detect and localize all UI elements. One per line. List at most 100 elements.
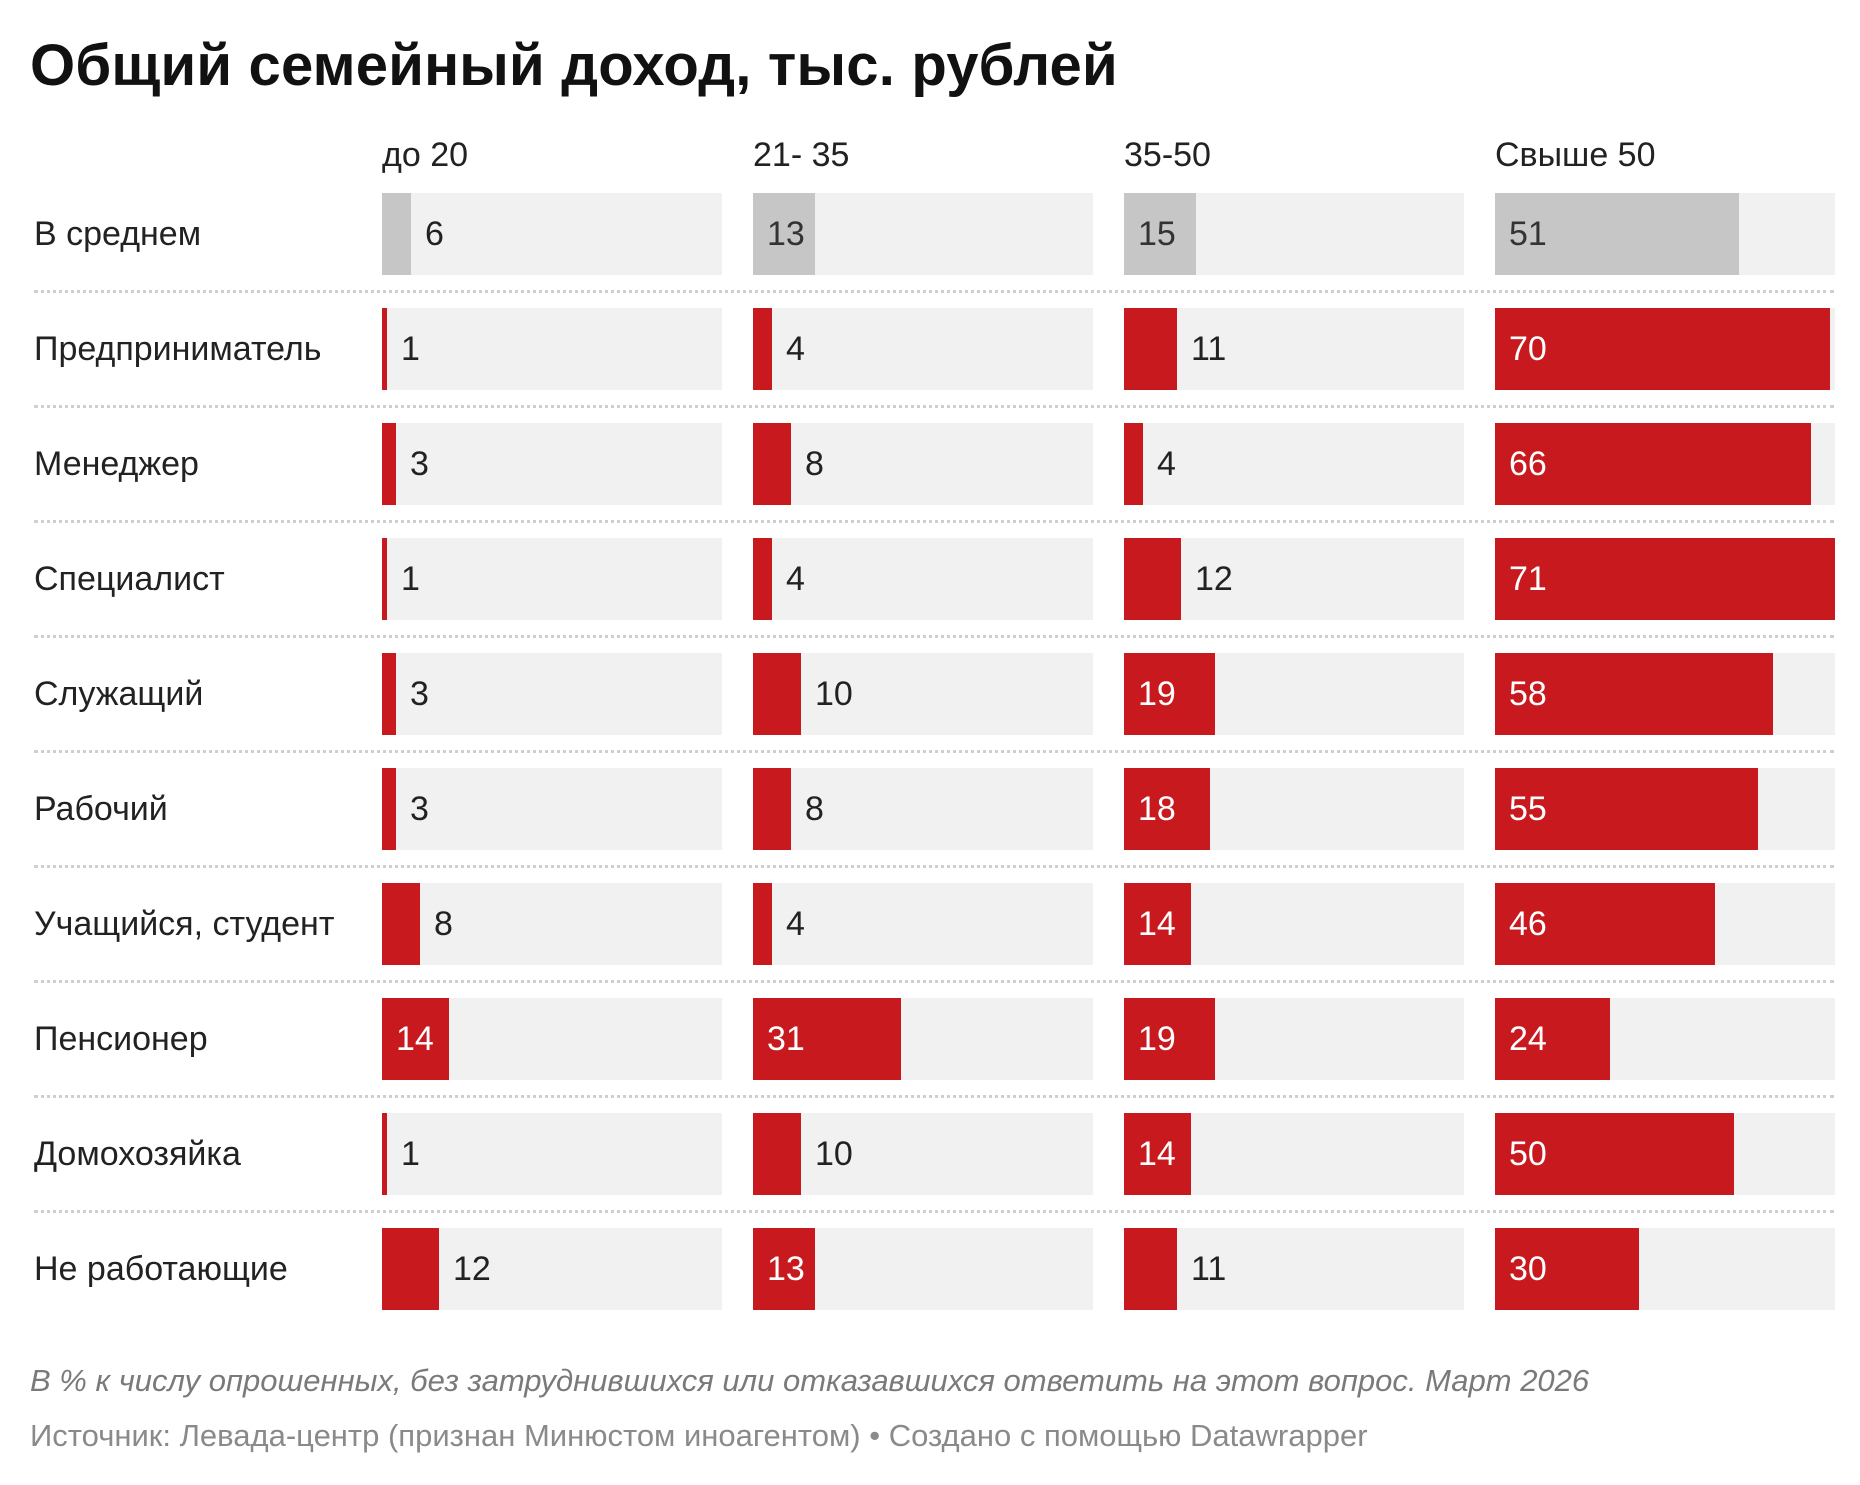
bar bbox=[1124, 998, 1215, 1080]
bar-track: 4 bbox=[753, 308, 1093, 390]
bar-track: 6 bbox=[382, 193, 722, 275]
bar-track: 14 bbox=[1124, 883, 1464, 965]
bar-track: 15 bbox=[1124, 193, 1464, 275]
bar bbox=[1124, 1228, 1177, 1310]
bar-track: 3 bbox=[382, 768, 722, 850]
bar bbox=[1495, 308, 1830, 390]
bar-track: 13 bbox=[753, 1228, 1093, 1310]
bar-track: 10 bbox=[753, 653, 1093, 735]
column-header: 35-50 bbox=[1124, 136, 1211, 174]
bar-track: 1 bbox=[382, 308, 722, 390]
bar-track: 8 bbox=[753, 423, 1093, 505]
bar-track: 14 bbox=[1124, 1113, 1464, 1195]
data-label: 11 bbox=[1191, 1250, 1227, 1288]
bar bbox=[382, 423, 396, 505]
bar-track: 55 bbox=[1495, 768, 1835, 850]
data-label: 15 bbox=[1138, 215, 1176, 253]
bar-track: 71 bbox=[1495, 538, 1835, 620]
bar bbox=[1495, 423, 1811, 505]
bar bbox=[753, 1228, 815, 1310]
column-header: до 20 bbox=[382, 136, 469, 174]
bar bbox=[1495, 1113, 1734, 1195]
column-header: Свыше 50 bbox=[1495, 136, 1656, 174]
chart-row: Домохозяйка 1 10 14 50 bbox=[0, 1113, 1860, 1228]
bar bbox=[1124, 768, 1210, 850]
bar bbox=[382, 538, 387, 620]
row-divider bbox=[34, 1210, 1834, 1213]
bar bbox=[382, 193, 411, 275]
row-label: Рабочий bbox=[34, 790, 168, 828]
data-label: 24 bbox=[1509, 1020, 1547, 1058]
data-label: 31 bbox=[767, 1020, 805, 1058]
column-header: 21- 35 bbox=[753, 136, 850, 174]
bar bbox=[1124, 538, 1181, 620]
bar-track: 4 bbox=[753, 883, 1093, 965]
row-divider bbox=[34, 1095, 1834, 1098]
data-label: 70 bbox=[1509, 330, 1547, 368]
chart-row: Пенсионер 14 31 19 24 bbox=[0, 998, 1860, 1113]
row-label: Домохозяйка bbox=[34, 1135, 241, 1173]
data-label: 10 bbox=[815, 1135, 853, 1173]
bar-track: 3 bbox=[382, 653, 722, 735]
data-label: 12 bbox=[453, 1250, 491, 1288]
bar bbox=[1495, 883, 1715, 965]
bar bbox=[753, 768, 791, 850]
data-label: 3 bbox=[410, 445, 429, 483]
data-label: 13 bbox=[767, 215, 805, 253]
bar bbox=[1124, 883, 1191, 965]
bar bbox=[1124, 423, 1143, 505]
bar bbox=[1495, 998, 1610, 1080]
data-label: 1 bbox=[401, 330, 420, 368]
chart-notes: В % к числу опрошенных, без затруднивших… bbox=[30, 1363, 1590, 1398]
data-label: 8 bbox=[805, 790, 824, 828]
separator-dot: • bbox=[860, 1418, 889, 1453]
data-label: 6 bbox=[425, 215, 444, 253]
data-label: 3 bbox=[410, 790, 429, 828]
data-label: 19 bbox=[1138, 675, 1176, 713]
bar-track: 13 bbox=[753, 193, 1093, 275]
data-label: 12 bbox=[1195, 560, 1233, 598]
row-divider bbox=[34, 865, 1834, 868]
data-label: 4 bbox=[786, 560, 805, 598]
data-label: 30 bbox=[1509, 1250, 1547, 1288]
row-label: Предприниматель bbox=[34, 330, 322, 368]
data-label: 18 bbox=[1138, 790, 1176, 828]
bar bbox=[1495, 193, 1739, 275]
chart-row: Не работающие 12 13 11 30 bbox=[0, 1228, 1860, 1343]
row-label: Служащий bbox=[34, 675, 204, 713]
data-label: 71 bbox=[1509, 560, 1547, 598]
data-label: 58 bbox=[1509, 675, 1547, 713]
data-label: 1 bbox=[401, 560, 420, 598]
bar bbox=[382, 998, 449, 1080]
data-label: 51 bbox=[1509, 215, 1547, 253]
bar-track: 4 bbox=[1124, 423, 1464, 505]
data-label: 1 bbox=[401, 1135, 420, 1173]
bar bbox=[753, 193, 815, 275]
bar bbox=[382, 883, 420, 965]
bar-track: 30 bbox=[1495, 1228, 1835, 1310]
bar-track: 3 bbox=[382, 423, 722, 505]
source-text: Источник: Левада-центр (признан Минюстом… bbox=[30, 1418, 861, 1453]
bar bbox=[753, 423, 791, 505]
bar-track: 51 bbox=[1495, 193, 1835, 275]
bar bbox=[1124, 1113, 1191, 1195]
bar-track: 1 bbox=[382, 1113, 722, 1195]
data-label: 8 bbox=[434, 905, 453, 943]
bar-track: 19 bbox=[1124, 998, 1464, 1080]
row-label: Пенсионер bbox=[34, 1020, 208, 1058]
bar bbox=[753, 653, 801, 735]
bar-track: 1 bbox=[382, 538, 722, 620]
data-label: 50 bbox=[1509, 1135, 1547, 1173]
data-label: 8 bbox=[805, 445, 824, 483]
bar-track: 31 bbox=[753, 998, 1093, 1080]
row-label: Не работающие bbox=[34, 1250, 288, 1288]
bar bbox=[1124, 653, 1215, 735]
row-divider bbox=[34, 635, 1834, 638]
chart-area: до 20 21- 35 35-50 Свыше 50 В среднем 6 13 15 51… bbox=[0, 136, 1860, 1310]
data-label: 4 bbox=[1157, 445, 1176, 483]
chart-row: Предприниматель 1 4 11 70 bbox=[0, 308, 1860, 423]
row-label: Менеджер bbox=[34, 445, 199, 483]
bar bbox=[753, 1113, 801, 1195]
row-divider bbox=[34, 980, 1834, 983]
bar-track: 12 bbox=[1124, 538, 1464, 620]
